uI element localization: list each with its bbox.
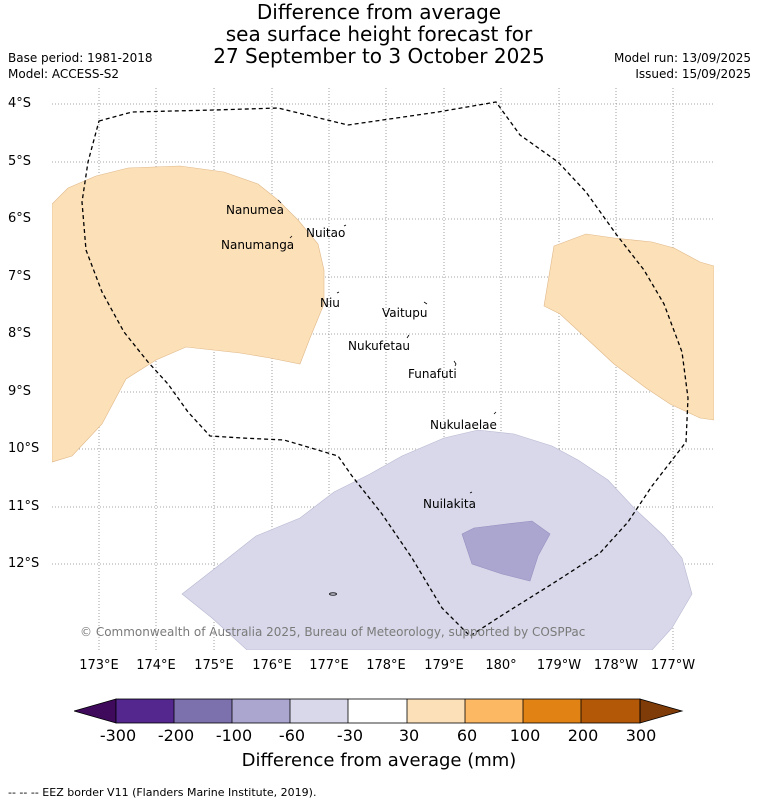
lon-label-179w: 179°W [536,658,582,673]
place-nuitao: Nuitao [306,226,346,240]
lon-label-178e: 178°E [366,658,406,673]
place-nanumea: Nanumea [226,203,284,217]
eez-legend: -- -- -- EEZ border V11 (Flanders Marine… [8,786,317,799]
negative-anomaly-core [461,520,551,582]
colorbar-segment-6 [407,699,465,723]
colorbar-extend-low [74,698,117,724]
colorbar-tick-neg60: -60 [278,726,306,745]
colorbar-segment-8 [523,699,581,723]
colorbar-segment-5 [348,699,407,723]
place-niu: Niu [320,296,340,310]
lon-label-177e: 177°E [309,658,349,673]
lat-label-11s: 11°S [8,499,40,514]
place-funafuti: Funafuti [408,367,457,381]
title-line-1: Difference from average [256,0,502,24]
eez-border [81,101,689,637]
place-nukulaelae: Nukulaelae [430,418,497,432]
colorbar-tick-300: 300 [625,726,657,745]
map-panel [52,88,714,650]
colorbar-tick-neg30: -30 [336,726,364,745]
positive-anomaly-east [543,233,714,421]
model-name: Model: ACCESS-S2 [8,67,120,81]
colorbar-segment-2 [174,699,232,723]
lat-label-4s: 4°S [8,96,32,111]
colorbar-tick-neg300: -300 [99,726,137,745]
colorbar-segment-7 [465,699,523,723]
lat-label-8s: 8°S [8,326,32,341]
negative-anomaly-south [181,429,693,650]
title-line-2: sea surface height forecast for [225,22,533,46]
lat-label-5s: 5°S [8,154,32,169]
lon-label-175e: 175°E [194,658,234,673]
lat-label-6s: 6°S [8,211,32,226]
model-run: Model run: 13/09/2025 [613,51,751,65]
lon-label-173e: 173°E [79,658,119,673]
place-nukufetau: Nukufetau [348,339,411,353]
lon-label-178w: 178°W [593,658,639,673]
lat-label-12s: 12°S [8,556,40,571]
colorbar [74,698,684,724]
colorbar-label: Difference from average (mm) [241,750,517,771]
colorbar-tick-neg100: -100 [215,726,253,745]
lon-label-177w: 177°W [650,658,696,673]
colorbar-tick-100: 100 [509,726,541,745]
colorbar-tick-200: 200 [567,726,599,745]
colorbar-tick-neg200: -200 [157,726,195,745]
lat-label-7s: 7°S [8,269,32,284]
colorbar-extend-high [639,698,684,724]
lon-label-174e: 174°E [136,658,176,673]
island-markers [277,199,497,596]
colorbar-segment-9 [581,699,640,723]
place-nuilakita: Nuilakita [423,497,476,511]
lat-label-9s: 9°S [8,384,32,399]
lat-label-10s: 10°S [8,441,40,456]
copyright-notice: © Commonwealth of Australia 2025, Bureau… [80,625,586,639]
place-vaitupu: Vaitupu [382,306,428,320]
colorbar-segment-4 [290,699,348,723]
colorbar-segment-1 [116,699,174,723]
base-period: Base period: 1981-2018 [8,51,153,65]
positive-anomaly-west [52,165,325,463]
issued-date: Issued: 15/09/2025 [635,67,751,81]
colorbar-segment-3 [232,699,290,723]
lon-label-176e: 176°E [252,658,292,673]
colorbar-tick-60: 60 [456,726,478,745]
place-nanumanga: Nanumanga [221,238,295,252]
lon-label-180: 180° [485,658,517,673]
colorbar-tick-30: 30 [398,726,420,745]
lon-label-179e: 179°E [424,658,464,673]
title-line-3: 27 September to 3 October 2025 [213,44,545,68]
